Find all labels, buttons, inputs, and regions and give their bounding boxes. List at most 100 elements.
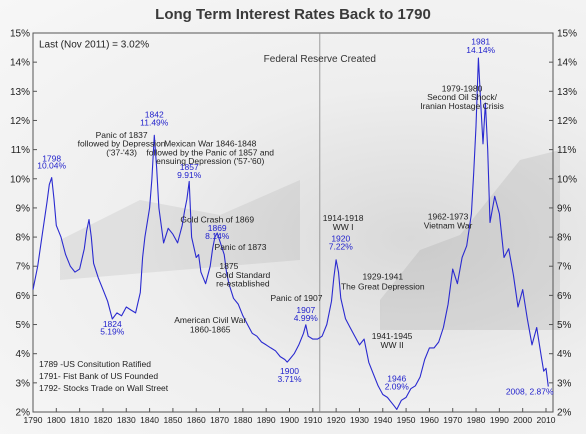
- event-annotation: Gold Standard: [215, 270, 270, 280]
- x-tick-label: 1840: [140, 415, 159, 425]
- event-annotation: followed by the Panic of 1857 and: [146, 147, 274, 157]
- x-tick-label: 1960: [420, 415, 439, 425]
- event-annotation: ('37-'43): [106, 147, 137, 157]
- event-annotation: 1962-1973: [428, 212, 469, 222]
- chart-title: Long Term Interest Rates Back to 1790: [155, 6, 431, 23]
- x-tick-label: 1860: [187, 415, 206, 425]
- y-tick-label-right: 6%: [557, 291, 572, 302]
- x-tick-label: 1830: [117, 415, 136, 425]
- y-tick-label-right: 9%: [557, 203, 572, 214]
- x-tick-label: 1920: [327, 415, 346, 425]
- event-annotation: 1941-1945: [372, 331, 413, 341]
- y-tick-label-right: 4%: [557, 349, 572, 360]
- y-tick-label-left: 6%: [16, 291, 31, 302]
- y-tick-label-left: 7%: [16, 262, 31, 273]
- y-tick-label-right: 11%: [557, 145, 576, 156]
- event-annotation: 1860-1865: [190, 325, 231, 335]
- data-label: 1907: [296, 305, 315, 315]
- event-annotation: followed by Depression: [78, 139, 166, 149]
- event-annotation: 1979-1980: [442, 83, 483, 93]
- y-axis-left: 2% 3% 4% 5% 6% 7% 8% 9% 10% 11% 12% 13% 14% 15%: [10, 29, 37, 419]
- data-label: 1946: [387, 373, 406, 383]
- event-annotation: Panic of 1837: [96, 130, 148, 140]
- event-annotation: Panic of 1907: [271, 293, 323, 303]
- y-tick-label-left: 9%: [16, 203, 31, 214]
- event-annotation: American Civil War: [174, 315, 246, 325]
- y-tick-label-left: 8%: [16, 233, 31, 244]
- event-annotation: Iranian Hostage Crisis: [420, 101, 504, 111]
- y-tick-label-left: 11%: [11, 145, 30, 156]
- event-annotation: re-established: [216, 279, 270, 289]
- data-label: 7.22%: [329, 242, 354, 252]
- event-annotation: Second Oil Shock/: [427, 92, 498, 102]
- x-tick-label: 2010: [537, 415, 556, 425]
- y-tick-label-right: 14%: [557, 58, 577, 69]
- y-tick-label-right: 10%: [557, 174, 577, 185]
- y-tick-label-left: 4%: [16, 349, 31, 360]
- x-tick-label: 1820: [93, 415, 112, 425]
- event-annotation: Mexican War 1846-1848: [164, 139, 257, 149]
- data-label: 1900: [280, 366, 299, 376]
- y-tick-label-left: 13%: [10, 87, 30, 98]
- event-annotation: 1929-1941: [362, 271, 403, 281]
- data-label: 1857: [180, 162, 199, 172]
- data-label: 2.09%: [385, 381, 410, 391]
- y-tick-label-left: 12%: [10, 116, 30, 127]
- y-tick-label-right: 5%: [557, 320, 572, 331]
- x-tick-label: 1880: [233, 415, 252, 425]
- data-label: 1869: [208, 223, 227, 233]
- x-tick-label: 1930: [350, 415, 369, 425]
- data-label: 2008, 2.87%: [506, 387, 554, 397]
- y-tick-label-left: 14%: [10, 58, 30, 69]
- x-tick-label: 1850: [163, 415, 182, 425]
- data-label: 1981: [471, 37, 490, 47]
- x-tick-label: 1910: [303, 415, 322, 425]
- x-tick-label: 1970: [443, 415, 462, 425]
- y-tick-label-right: 12%: [557, 116, 577, 127]
- plot-border: [32, 32, 554, 413]
- event-note: 1792- Stocks Trade on Wall Street: [39, 383, 169, 393]
- y-tick-label-left: 10%: [10, 174, 30, 185]
- last-value-label: Last (Nov 2011) = 3.02%: [39, 40, 149, 51]
- x-tick-label: 1940: [373, 415, 392, 425]
- event-annotation: ensuing Depression ('57-'60): [156, 156, 264, 166]
- y-tick-label-right: 7%: [557, 262, 572, 273]
- y-tick-label-left: 5%: [16, 320, 31, 331]
- data-label: 10.04%: [37, 161, 66, 171]
- data-label: 4.99%: [294, 313, 319, 323]
- y-tick-label-left: 15%: [10, 29, 30, 40]
- data-label: 14.14%: [466, 45, 495, 55]
- y-tick-label-left: 2%: [16, 408, 31, 419]
- event-note: 1791- Fist Bank of US Founded: [39, 371, 158, 381]
- event-annotation: The Great Depression: [341, 282, 425, 292]
- data-label: 1842: [145, 110, 164, 120]
- x-tick-label: 1870: [210, 415, 229, 425]
- data-label: 1920: [331, 233, 350, 243]
- x-tick-label: 1950: [397, 415, 416, 425]
- event-annotation: Gold Crash of 1869: [180, 215, 254, 225]
- x-tick-label: 1790: [24, 415, 43, 425]
- y-tick-label-right: 8%: [557, 233, 572, 244]
- event-annotation: Federal Reserve Created: [264, 54, 376, 65]
- series-line-interest-rate: [32, 57, 549, 410]
- event-note: 1789 -US Consitution Ratified: [39, 359, 151, 369]
- event-annotation: Vietnam War: [424, 220, 473, 230]
- data-label: 8.14%: [205, 231, 230, 241]
- event-notes: 1789 -US Consitution Ratified 1791- Fist …: [39, 359, 169, 393]
- x-tick-label: 1900: [280, 415, 299, 425]
- event-annotation: 1875: [219, 261, 238, 271]
- event-annotation: WW II: [381, 340, 404, 350]
- event-annotation: 1914-1918: [323, 213, 364, 223]
- y-axis-right: 2% 3% 4% 5% 6% 7% 8% 9% 10% 11% 12% 13% 14% 15%: [549, 29, 577, 419]
- x-tick-label: 2000: [513, 415, 532, 425]
- x-tick-label: 1980: [467, 415, 486, 425]
- y-tick-label-right: 13%: [557, 87, 577, 98]
- event-annotation: Panic of 1873: [215, 242, 267, 252]
- y-tick-label-left: 3%: [16, 378, 31, 389]
- x-tick-label: 1810: [70, 415, 89, 425]
- data-label: 5.19%: [100, 327, 125, 337]
- x-tick-label: 1800: [47, 415, 66, 425]
